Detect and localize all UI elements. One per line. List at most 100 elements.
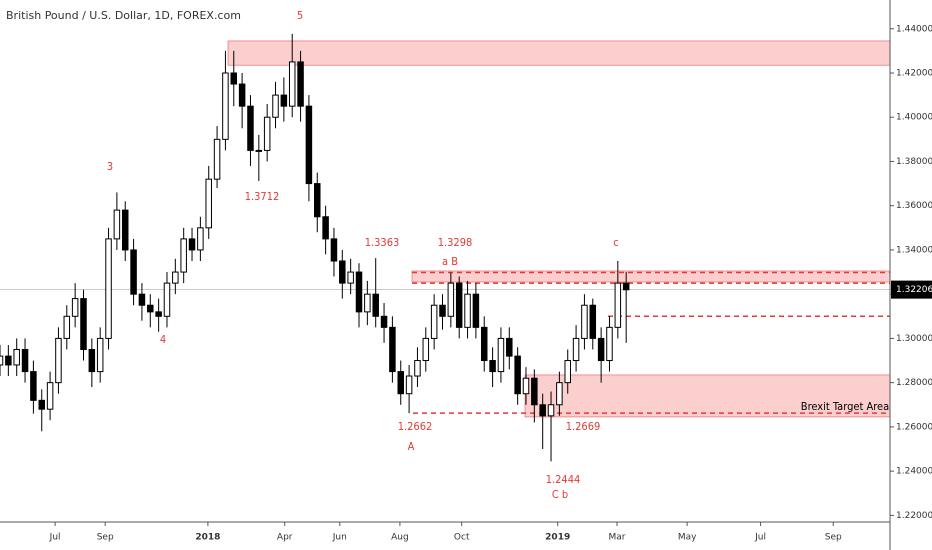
candle-body <box>272 94 279 118</box>
annotation: 4 <box>160 333 166 346</box>
candle-body <box>96 337 104 373</box>
candle-body <box>147 304 154 313</box>
candle-body <box>347 271 354 284</box>
candle-body <box>138 293 146 306</box>
candle-body <box>597 337 605 362</box>
candle-body <box>305 105 313 185</box>
candle-body <box>430 304 438 339</box>
annotation: 1.3712 <box>245 190 280 203</box>
candle-body <box>606 326 613 362</box>
candle-body <box>155 311 162 317</box>
candle-body <box>439 304 446 317</box>
annotation: 1.3298 <box>438 236 473 249</box>
candle-body <box>255 149 263 152</box>
candle-body <box>105 238 112 339</box>
candle-body <box>581 304 588 339</box>
annotation: C b <box>552 488 568 501</box>
candle-body <box>405 375 413 395</box>
annotation: Brexit Target Area <box>801 400 889 413</box>
x-tick-label: Jun <box>332 533 347 543</box>
candle-body <box>514 355 521 395</box>
annotation: 1.2444 <box>546 473 581 486</box>
candle-body <box>497 337 505 373</box>
annotation: 3 <box>107 160 113 173</box>
y-tick-label: 1.44000 <box>896 24 932 34</box>
candle-body <box>222 72 229 140</box>
candle-body <box>130 249 137 295</box>
candle-body <box>522 377 530 395</box>
candle-body <box>572 337 580 362</box>
y-tick-label: 1.38000 <box>896 157 932 167</box>
x-tick-label: Oct <box>454 533 470 543</box>
candle-body <box>113 209 121 240</box>
x-tick-label: Sep <box>825 533 842 543</box>
annotation: 5 <box>297 9 303 22</box>
annotation: a B <box>442 255 458 268</box>
candle-body <box>163 282 171 317</box>
last-price-label: 1.32206 <box>896 285 932 295</box>
y-tick-label: 1.28000 <box>896 378 932 388</box>
candle-body <box>13 348 20 366</box>
last-price-box <box>891 280 932 299</box>
candle-body <box>238 83 246 107</box>
x-tick-label: Mar <box>608 533 625 543</box>
x-tick-label: Apr <box>277 533 293 543</box>
candle-body <box>314 183 321 218</box>
y-tick-label: 1.42000 <box>896 68 932 78</box>
candle-body <box>556 382 563 406</box>
candle-body <box>21 348 29 373</box>
candle-body <box>230 72 238 85</box>
candle-body <box>531 377 538 406</box>
candle-body <box>564 360 571 384</box>
candle-body <box>55 337 62 384</box>
candle-body <box>489 360 496 373</box>
candle-body <box>0 355 4 366</box>
candle-body <box>297 61 304 107</box>
candle-body <box>88 348 96 373</box>
candle-body <box>372 293 379 317</box>
candle-body <box>614 282 622 328</box>
y-tick-label: 1.26000 <box>896 422 932 432</box>
y-tick-label: 1.30000 <box>896 334 932 344</box>
candle-body <box>63 315 71 339</box>
chart-title: British Pound / U.S. Dollar, 1D, FOREX.c… <box>6 9 241 22</box>
candle-body <box>205 178 212 229</box>
x-tick-label: May <box>678 533 697 543</box>
candle-body <box>180 238 187 273</box>
candle-body <box>380 315 388 328</box>
annotation: 1.2662 <box>398 420 433 433</box>
candle-body <box>5 355 12 366</box>
y-tick-label: 1.22000 <box>896 511 932 521</box>
x-tick-label: 2019 <box>545 533 570 543</box>
candle-body <box>330 238 338 262</box>
annotation: 1.3363 <box>365 236 400 249</box>
candle-body <box>71 298 79 317</box>
candle-body <box>422 337 430 362</box>
candle-body <box>263 116 271 151</box>
candle-body <box>622 282 630 291</box>
candle-body <box>506 337 513 357</box>
candle-body <box>46 382 54 410</box>
candle-body <box>280 94 288 107</box>
annotation: c <box>613 236 618 249</box>
candle-body <box>247 105 254 151</box>
annotation: A <box>408 440 415 453</box>
annotation: 1.2669 <box>566 420 601 433</box>
candle-body <box>547 404 555 417</box>
candle-body <box>188 238 196 251</box>
candle-body <box>30 371 37 401</box>
x-tick-label: Jul <box>754 533 766 543</box>
y-tick-label: 1.36000 <box>896 201 932 211</box>
candle-body <box>121 209 129 251</box>
candle-body <box>322 216 329 240</box>
candle-body <box>355 271 363 313</box>
candle-body <box>455 282 463 328</box>
candle-body <box>464 293 471 328</box>
candle-body <box>589 304 597 339</box>
x-tick-label: Jul <box>49 533 61 543</box>
candle-body <box>80 298 87 350</box>
x-tick-label: 2018 <box>195 533 220 543</box>
candle-body <box>172 271 179 284</box>
